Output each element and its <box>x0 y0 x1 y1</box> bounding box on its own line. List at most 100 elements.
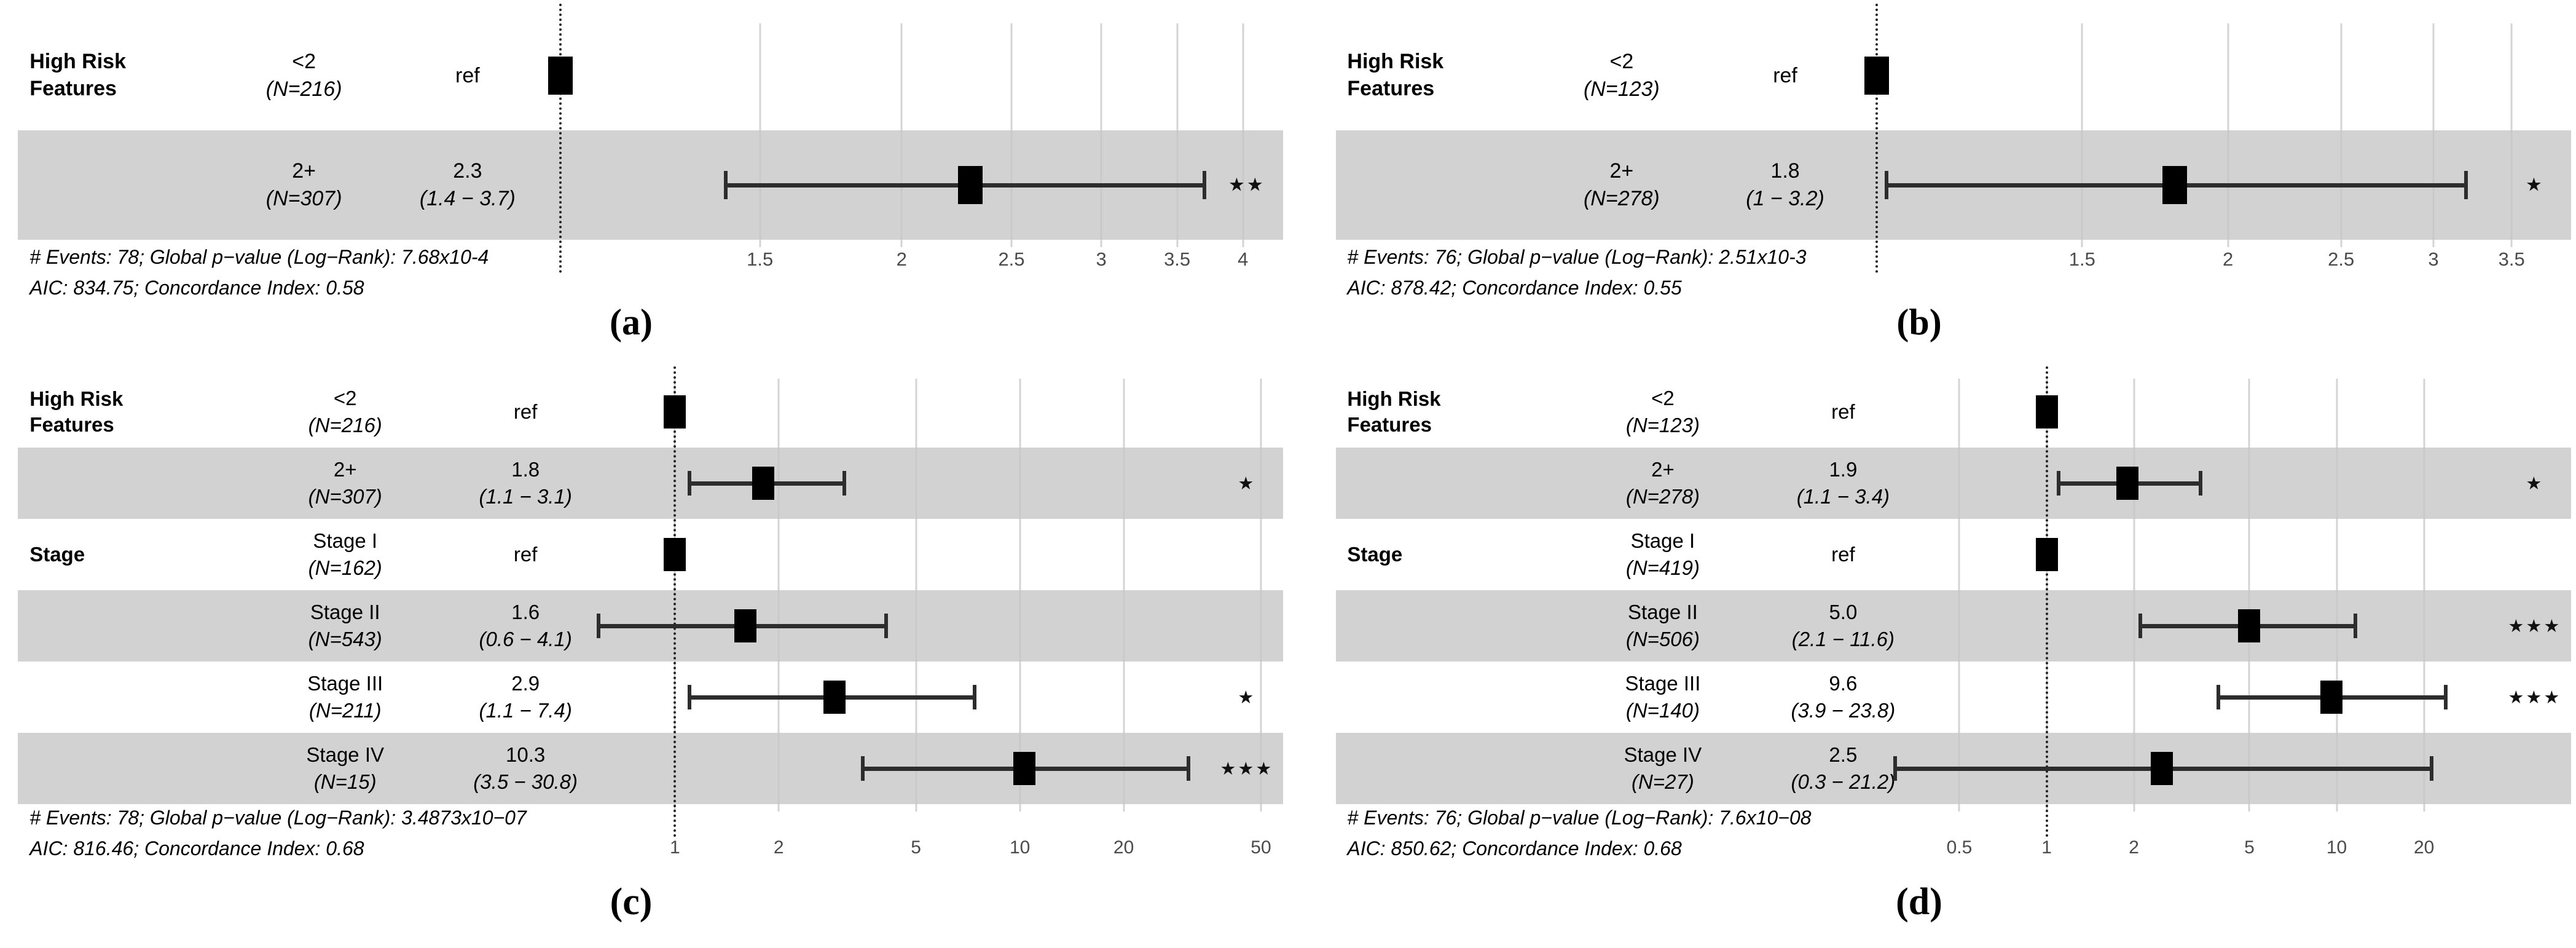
hr-marker <box>1013 752 1035 785</box>
reference-line <box>1875 4 1878 273</box>
level-label: Stage IV (N=15) <box>306 733 384 804</box>
hr-estimate-text: 10.3 <box>506 743 546 767</box>
significance-stars: ★ <box>1238 473 1256 494</box>
axis-tick-label: 2 <box>896 248 907 270</box>
significance-stars: ★ <box>2526 473 2544 494</box>
hr-marker <box>2162 166 2187 204</box>
axis-tick-label: 20 <box>1113 837 1134 858</box>
axis-gridline <box>1260 379 1262 812</box>
axis-gridline <box>777 379 780 812</box>
ci-text: (0.3 − 21.2) <box>1791 770 1896 793</box>
axis-tick-label: 2 <box>2129 837 2139 858</box>
ci-text: (0.6 − 4.1) <box>479 628 572 650</box>
error-bar-cap <box>2216 685 2220 709</box>
hr-estimate-text: ref <box>455 63 480 87</box>
n-count-text: (N=307) <box>265 187 342 210</box>
group-label: High Risk Features <box>29 50 127 100</box>
level-text: 2+ <box>1609 159 1634 183</box>
n-count-text: (N=15) <box>313 770 377 793</box>
hr-estimate-text: 5.0 <box>1829 601 1858 624</box>
axis-tick-label: 1 <box>669 837 680 858</box>
panel-footer-line-1: # Events: 78; Global p−value (Log−Rank):… <box>29 246 489 268</box>
axis-tick-label: 0.5 <box>1946 837 1973 858</box>
axis-gridline <box>2510 23 2513 247</box>
level-label: Stage I (N=419) <box>1626 519 1700 590</box>
n-count-text: (N=27) <box>1632 770 1694 793</box>
axis-gridline <box>2423 379 2425 812</box>
error-bar-cap <box>2138 614 2142 638</box>
axis-tick-label: 4 <box>1238 248 1249 270</box>
hr-marker <box>823 681 846 714</box>
hr-estimate-text: 1.6 <box>511 601 540 624</box>
hr-estimate-text: ref <box>1831 543 1855 566</box>
hr-marker <box>2320 681 2343 714</box>
axis-tick-label: 3 <box>2428 248 2439 270</box>
significance-stars: ★★★ <box>2508 687 2562 708</box>
axis-tick-label: 1.5 <box>747 248 774 270</box>
level-text: Stage II <box>310 601 380 624</box>
panel-footer-line-1: # Events: 76; Global p−value (Log−Rank):… <box>1347 246 1807 268</box>
axis-gridline <box>1123 379 1125 812</box>
level-text: Stage I <box>1630 529 1695 553</box>
error-bar-cap <box>884 614 889 638</box>
hr-marker <box>2151 752 2174 785</box>
significance-stars: ★ <box>1238 687 1256 708</box>
level-label: <2 (N=123) <box>1626 376 1700 448</box>
axis-gridline <box>1242 23 1244 247</box>
significance-stars: ★★ <box>1228 174 1265 196</box>
axis-gridline <box>915 379 917 812</box>
axis-gridline <box>1100 23 1102 247</box>
hr-estimate-text: 9.6 <box>1829 672 1858 695</box>
hr-marker <box>2238 609 2261 642</box>
level-label: 2+ (N=307) <box>308 448 382 519</box>
estimate-label: 1.8 (1 − 3.2) <box>1746 130 1824 240</box>
hr-marker <box>2116 467 2139 500</box>
n-count-text: (N=543) <box>308 628 382 650</box>
axis-tick-label: 3.5 <box>1164 248 1191 270</box>
group-label: Stage <box>29 542 85 566</box>
ci-text: (1.1 − 3.4) <box>1796 485 1890 508</box>
panel-footer-line-2: AIC: 850.62; Concordance Index: 0.68 <box>1347 837 1682 859</box>
level-label: 2+ (N=307) <box>266 130 342 240</box>
hr-marker <box>2035 395 2058 429</box>
estimate-label: ref <box>1831 519 1855 590</box>
ci-text: (1 − 3.2) <box>1746 187 1824 210</box>
estimate-label: ref <box>455 21 480 130</box>
error-bar-cap <box>2444 685 2448 709</box>
axis-gridline <box>2340 23 2342 247</box>
hr-marker <box>2035 538 2058 571</box>
axis-tick-label: 20 <box>2413 837 2435 858</box>
level-text: Stage II <box>1628 601 1698 624</box>
hr-estimate-text: 1.9 <box>1829 458 1858 481</box>
axis-tick-label: 3 <box>1096 248 1107 270</box>
error-bar-cap <box>1203 171 1207 199</box>
axis-tick-label: 5 <box>911 837 921 858</box>
estimate-label: 2.9 (1.1 − 7.4) <box>479 662 571 733</box>
axis-tick-label: 2 <box>2222 248 2234 270</box>
error-bar-cap <box>687 685 691 709</box>
error-bar-cap <box>2199 471 2203 496</box>
error-bar-cap <box>2057 471 2061 496</box>
level-text: <2 <box>1609 50 1634 74</box>
level-text: Stage IV <box>306 743 385 767</box>
level-label: Stage II (N=506) <box>1626 590 1700 662</box>
n-count-text: (N=216) <box>308 414 382 436</box>
hr-estimate-text: ref <box>1773 63 1797 87</box>
error-bar-cap <box>687 471 691 496</box>
panel-footer-line-2: AIC: 878.42; Concordance Index: 0.55 <box>1347 277 1682 299</box>
ci-text: (1.1 − 3.1) <box>479 485 572 508</box>
level-text: 2+ <box>1651 458 1675 481</box>
error-bar-cap <box>973 685 977 709</box>
axis-gridline <box>2133 379 2135 812</box>
error-bar-cap <box>2429 756 2433 781</box>
hr-marker <box>548 57 573 95</box>
axis-gridline <box>1176 23 1179 247</box>
n-count-text: (N=278) <box>1583 187 1660 210</box>
level-label: Stage IV (N=27) <box>1624 733 1702 804</box>
n-count-text: (N=307) <box>308 485 382 508</box>
estimate-label: ref <box>1773 21 1797 130</box>
level-label: 2+ (N=278) <box>1626 448 1700 519</box>
hr-estimate-text: 2.3 <box>453 159 482 183</box>
significance-stars: ★★★ <box>2508 615 2562 636</box>
hr-marker <box>1864 57 1889 95</box>
